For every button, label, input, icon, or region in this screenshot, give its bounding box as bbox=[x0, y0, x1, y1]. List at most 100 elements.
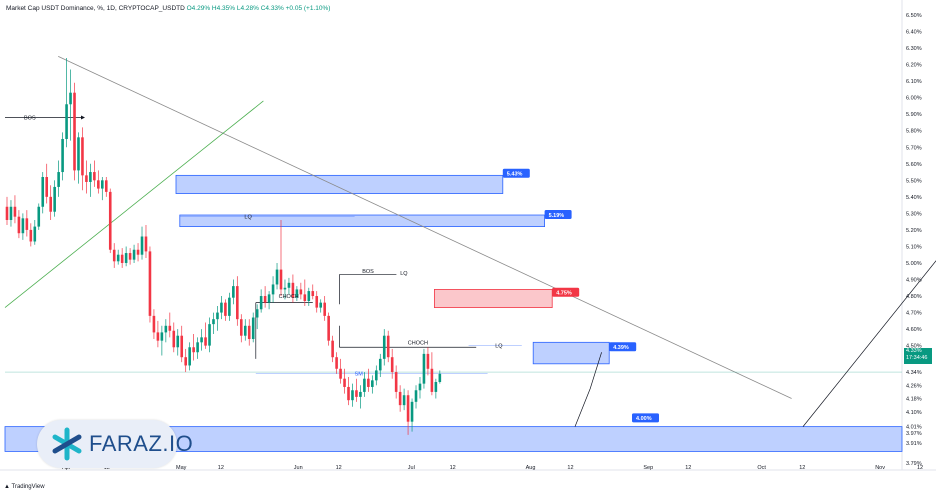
candle-body[interactable] bbox=[263, 296, 267, 303]
candle-body[interactable] bbox=[311, 291, 315, 297]
zone-box[interactable] bbox=[433, 289, 553, 309]
candle-body[interactable] bbox=[33, 226, 37, 242]
candle-body[interactable] bbox=[112, 249, 116, 262]
candle-body[interactable] bbox=[275, 269, 279, 285]
candle-body[interactable] bbox=[188, 347, 191, 366]
ascending-trendline[interactable] bbox=[4, 100, 264, 308]
candle-body[interactable] bbox=[303, 294, 307, 301]
candle-body[interactable] bbox=[378, 358, 382, 371]
candle-body[interactable] bbox=[13, 206, 17, 217]
candle-body[interactable] bbox=[343, 378, 346, 387]
candle-body[interactable] bbox=[204, 337, 207, 346]
candle-body[interactable] bbox=[21, 218, 25, 234]
long-projection-arrow[interactable] bbox=[802, 251, 936, 427]
candle-body[interactable] bbox=[283, 287, 287, 290]
candle-body[interactable] bbox=[224, 302, 227, 316]
candle-body[interactable] bbox=[414, 390, 418, 402]
candle-body[interactable] bbox=[200, 337, 203, 343]
candle-body[interactable] bbox=[192, 347, 195, 353]
candle-body[interactable] bbox=[144, 236, 148, 252]
candle-body[interactable] bbox=[267, 294, 271, 303]
candle-body[interactable] bbox=[164, 325, 168, 333]
candle-body[interactable] bbox=[168, 325, 172, 331]
candle-body[interactable] bbox=[434, 381, 438, 392]
candle-body[interactable] bbox=[156, 332, 160, 341]
candle-body[interactable] bbox=[371, 380, 374, 387]
candle-body[interactable] bbox=[93, 172, 96, 181]
candle-body[interactable] bbox=[386, 335, 390, 358]
candle-body[interactable] bbox=[160, 332, 164, 341]
projection-path[interactable] bbox=[574, 352, 602, 427]
zone-box[interactable] bbox=[179, 214, 545, 228]
candle-body[interactable] bbox=[363, 378, 366, 392]
candle-body[interactable] bbox=[295, 289, 299, 298]
candle-body[interactable] bbox=[271, 284, 275, 295]
candle-body[interactable] bbox=[247, 325, 251, 340]
candle-body[interactable] bbox=[120, 254, 124, 263]
candle-body[interactable] bbox=[97, 180, 100, 189]
candle-body[interactable] bbox=[426, 353, 430, 369]
candle-body[interactable] bbox=[255, 309, 259, 318]
candle-body[interactable] bbox=[25, 218, 29, 230]
candle-body[interactable] bbox=[422, 353, 426, 384]
candle-body[interactable] bbox=[390, 357, 394, 373]
candle-body[interactable] bbox=[140, 236, 144, 255]
candle-body[interactable] bbox=[77, 137, 80, 171]
candle-body[interactable] bbox=[335, 357, 338, 369]
candle-body[interactable] bbox=[351, 390, 354, 401]
candle-body[interactable] bbox=[406, 395, 410, 422]
candle-body[interactable] bbox=[108, 191, 112, 250]
candle-body[interactable] bbox=[17, 216, 21, 234]
candle-body[interactable] bbox=[65, 104, 68, 139]
candle-body[interactable] bbox=[196, 342, 199, 353]
candle-body[interactable] bbox=[375, 370, 378, 381]
candle-body[interactable] bbox=[355, 390, 358, 397]
candle-body[interactable] bbox=[49, 196, 52, 212]
candle-body[interactable] bbox=[212, 319, 215, 325]
candle-body[interactable] bbox=[9, 206, 13, 220]
candle-body[interactable] bbox=[41, 177, 45, 207]
candle-body[interactable] bbox=[438, 373, 442, 382]
candle-body[interactable] bbox=[291, 282, 295, 298]
candle-body[interactable] bbox=[37, 206, 41, 227]
candle-body[interactable] bbox=[124, 253, 128, 263]
candle-body[interactable] bbox=[418, 383, 422, 391]
candle-body[interactable] bbox=[216, 312, 219, 320]
candle-body[interactable] bbox=[339, 368, 342, 379]
candle-body[interactable] bbox=[331, 340, 334, 358]
candle-body[interactable] bbox=[243, 325, 247, 336]
candle-body[interactable] bbox=[136, 249, 140, 255]
candle-body[interactable] bbox=[57, 172, 60, 187]
candle-body[interactable] bbox=[398, 391, 402, 406]
candle-body[interactable] bbox=[327, 315, 330, 341]
candle-body[interactable] bbox=[307, 291, 311, 301]
candle-body[interactable] bbox=[299, 289, 303, 295]
candle-body[interactable] bbox=[323, 302, 326, 316]
candle-body[interactable] bbox=[319, 302, 323, 308]
candle-body[interactable] bbox=[53, 186, 56, 212]
candle-body[interactable] bbox=[394, 372, 398, 392]
candle-body[interactable] bbox=[81, 137, 84, 176]
candle-body[interactable] bbox=[69, 92, 72, 105]
candle-body[interactable] bbox=[101, 180, 104, 189]
candle-body[interactable] bbox=[104, 180, 108, 192]
candle-body[interactable] bbox=[251, 317, 255, 340]
candle-body[interactable] bbox=[176, 335, 180, 348]
candle-body[interactable] bbox=[172, 330, 176, 348]
candle-body[interactable] bbox=[148, 251, 152, 316]
candle-body[interactable] bbox=[259, 296, 263, 310]
candle-body[interactable] bbox=[45, 177, 49, 197]
candle-body[interactable] bbox=[359, 391, 362, 397]
candle-body[interactable] bbox=[73, 92, 76, 171]
candle-body[interactable] bbox=[220, 302, 223, 313]
descending-trendline[interactable] bbox=[58, 55, 792, 399]
candle-body[interactable] bbox=[116, 254, 120, 262]
candle-body[interactable] bbox=[128, 253, 132, 260]
candle-body[interactable] bbox=[29, 229, 33, 242]
candle-body[interactable] bbox=[180, 335, 184, 358]
candle-body[interactable] bbox=[347, 386, 350, 401]
candle-body[interactable] bbox=[232, 286, 235, 298]
candle-body[interactable] bbox=[5, 206, 9, 220]
candle-body[interactable] bbox=[367, 378, 370, 387]
